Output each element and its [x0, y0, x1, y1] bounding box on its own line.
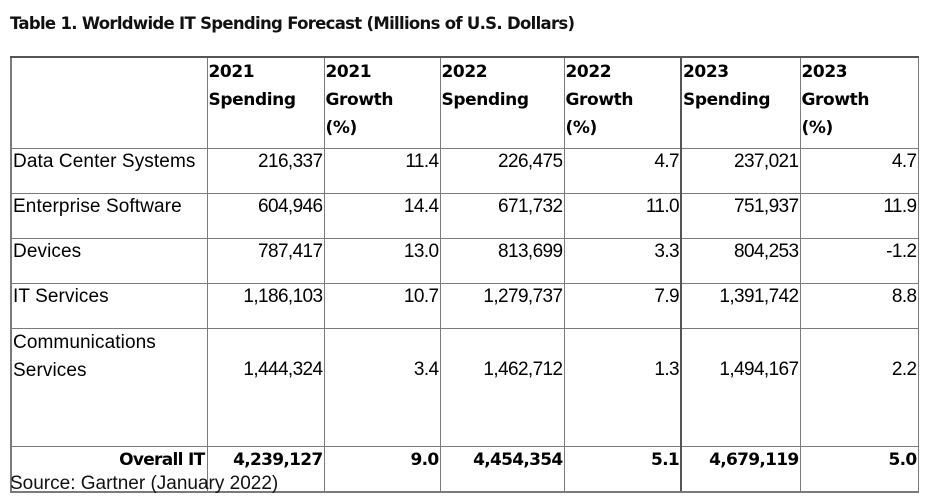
segment-label-line2: Services [13, 360, 87, 381]
table-row: Enterprise Software 604,946 14.4 671,732… [10, 193, 919, 239]
table-row: IT Services 1,186,103 10.7 1,279,737 7.9… [10, 283, 919, 329]
header-unit: (%) [801, 118, 834, 138]
growth-2023: 11.9 [799, 193, 919, 239]
table-row: Communications Services 1,444,324 3.4 1,… [10, 328, 919, 447]
growth-2023: 8.8 [799, 283, 919, 329]
header-metric: Growth [565, 90, 634, 110]
growth-2022: 3.3 [563, 238, 682, 284]
header-2022-spending: 2022 Spending [439, 56, 565, 149]
header-year: 2021 [208, 62, 255, 82]
growth-2021: 13.0 [323, 238, 441, 284]
spending-2021: 1,186,103 [206, 283, 325, 329]
spending-2022: 671,732 [439, 193, 565, 239]
growth-2021: 10.7 [323, 283, 441, 329]
total-spending-2022: 4,454,354 [439, 446, 565, 493]
spending-2021: 787,417 [206, 238, 325, 284]
spending-2022: 1,279,737 [439, 283, 565, 329]
growth-2022: 4.7 [563, 148, 682, 194]
header-2022-growth: 2022 Growth (%) [563, 56, 682, 149]
header-2021-growth: 2021 Growth (%) [323, 56, 441, 149]
header-year: 2022 [441, 62, 488, 82]
growth-2022: 11.0 [563, 193, 682, 239]
total-growth-2021: 9.0 [323, 446, 441, 493]
table-row: Data Center Systems 216,337 11.4 226,475… [10, 148, 919, 194]
spending-2021: 604,946 [206, 193, 325, 239]
total-label: Overall IT [10, 446, 208, 493]
growth-2022: 7.9 [563, 283, 682, 329]
spending-2022: 1,462,712 [439, 328, 565, 447]
header-2023-spending: 2023 Spending [680, 56, 801, 149]
header-metric: Spending [683, 90, 771, 110]
growth-2023: -1.2 [799, 238, 919, 284]
segment-label: Data Center Systems [10, 148, 208, 194]
header-year: 2023 [801, 62, 848, 82]
header-segment [10, 56, 208, 149]
header-2023-growth: 2023 Growth (%) [799, 56, 919, 149]
header-unit: (%) [565, 118, 598, 138]
segment-label-line1: Communications [13, 332, 156, 353]
header-row: 2021 Spending 2021 Growth (%) 2022 Spend… [10, 56, 919, 149]
spending-2023: 237,021 [680, 148, 801, 194]
total-growth-2023: 5.0 [799, 446, 919, 493]
growth-2021: 3.4 [323, 328, 441, 447]
header-2021-spending: 2021 Spending [206, 56, 325, 149]
header-year: 2021 [325, 62, 372, 82]
header-metric: Spending [441, 90, 530, 110]
spending-2021: 1,444,324 [206, 328, 325, 447]
header-metric: Growth [325, 90, 394, 110]
header-year: 2022 [565, 62, 612, 82]
spending-2023: 804,253 [680, 238, 801, 284]
table-title: Table 1. Worldwide IT Spending Forecast … [10, 14, 575, 33]
growth-2021: 14.4 [323, 193, 441, 239]
table-row: Devices 787,417 13.0 813,699 3.3 804,253… [10, 238, 919, 284]
spending-2023: 751,937 [680, 193, 801, 239]
spending-2022: 813,699 [439, 238, 565, 284]
segment-label: Devices [10, 238, 208, 284]
total-spending-2021: 4,239,127 [206, 446, 325, 493]
header-unit: (%) [325, 118, 358, 138]
segment-label: Enterprise Software [10, 193, 208, 239]
header-year: 2023 [683, 62, 729, 82]
growth-2022: 1.3 [563, 328, 682, 447]
spending-2021: 216,337 [206, 148, 325, 194]
segment-label: IT Services [10, 283, 208, 329]
spending-2023: 1,494,167 [680, 328, 801, 447]
total-spending-2023: 4,679,119 [680, 446, 801, 493]
header-metric: Spending [208, 90, 297, 110]
segment-label: Communications Services [10, 328, 208, 447]
it-spending-table: 2021 Spending 2021 Growth (%) 2022 Spend… [10, 56, 919, 493]
header-metric: Growth [801, 90, 870, 110]
growth-2023: 2.2 [799, 328, 919, 447]
growth-2023: 4.7 [799, 148, 919, 194]
spending-2023: 1,391,742 [680, 283, 801, 329]
total-growth-2022: 5.1 [563, 446, 682, 493]
source-note: Source: Gartner (January 2022) [10, 473, 279, 494]
total-row: Overall IT 4,239,127 9.0 4,454,354 5.1 4… [10, 446, 919, 493]
spending-2022: 226,475 [439, 148, 565, 194]
growth-2021: 11.4 [323, 148, 441, 194]
